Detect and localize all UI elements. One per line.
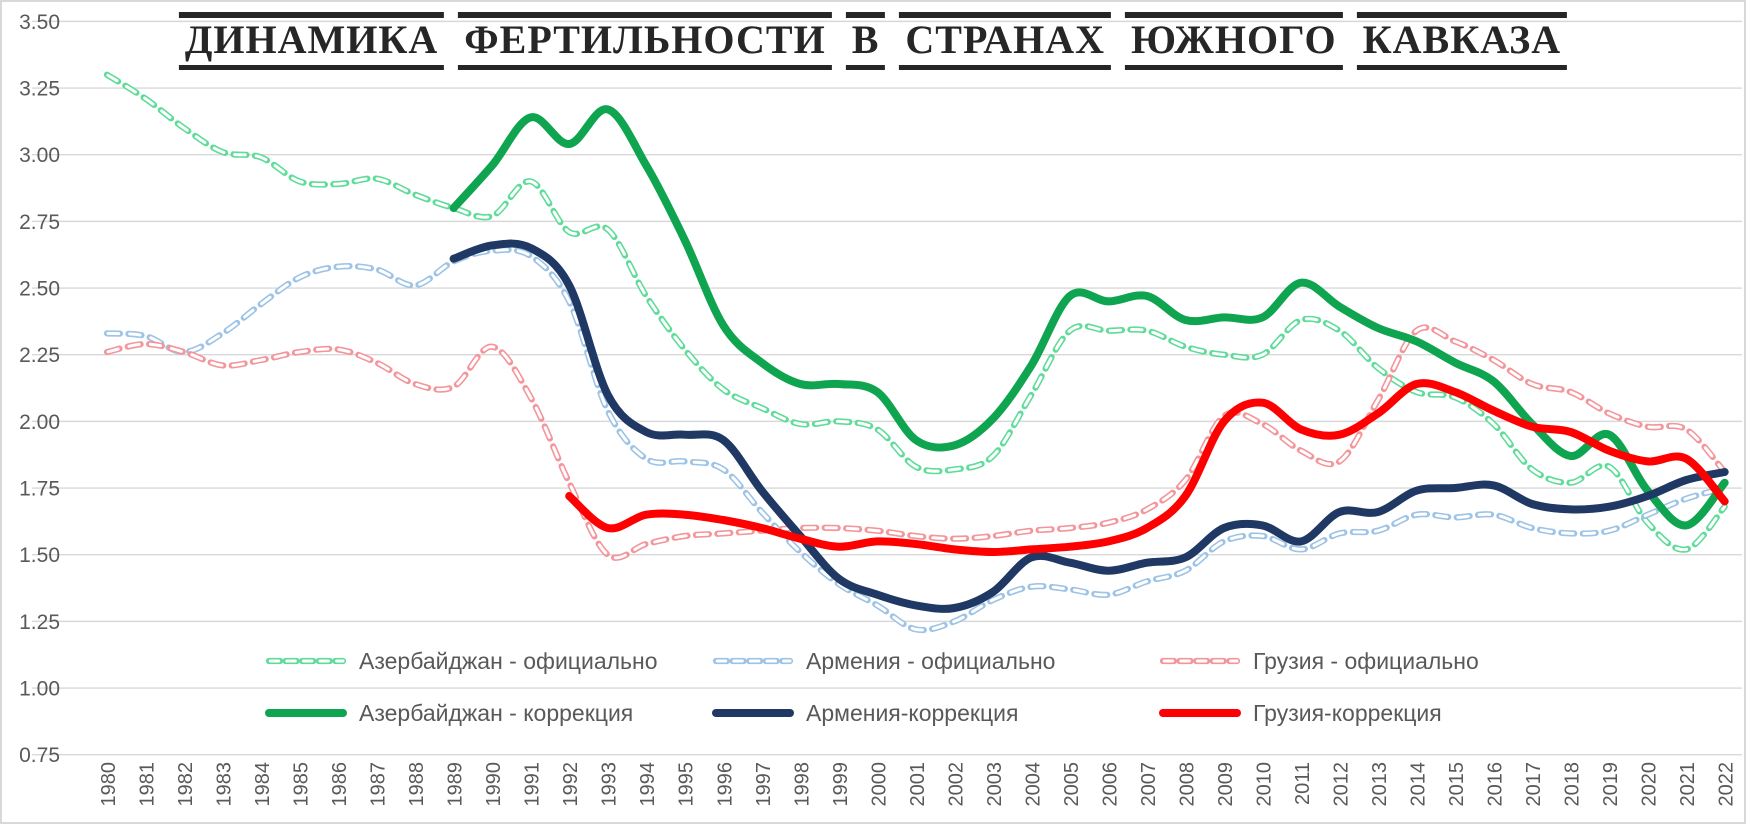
x-axis-tick-label: 2001: [907, 762, 929, 807]
legend-label: Азербайджан - официально: [359, 647, 658, 674]
series-line-core-azerbaijan-official: [105, 73, 1727, 552]
legend-item-georgia-official: Грузия - официально: [1159, 646, 1479, 676]
legend-swatch-azerbaijan-official: [265, 657, 347, 665]
legend-item-georgia-correction: Грузия-коррекция: [1159, 698, 1442, 728]
legend-swatch-armenia-correction: [712, 709, 794, 717]
legend-row-official: Азербайджан - официально Армения - официа…: [2, 646, 1744, 676]
legend-swatch-armenia-official: [712, 657, 794, 665]
x-axis-tick-label: 1982: [175, 762, 197, 807]
x-axis-tick-label: 1989: [445, 762, 467, 807]
x-axis-tick-label: 2012: [1331, 762, 1353, 807]
x-axis-tick-label: 1993: [599, 762, 621, 807]
x-axis-tick-label: 1998: [791, 762, 813, 807]
series-line-azerbaijan-correction: [449, 105, 1729, 530]
x-axis-tick-label: 1987: [368, 762, 390, 807]
x-axis-tick-label: 2010: [1253, 762, 1275, 807]
x-axis-tick-label: 1999: [830, 762, 852, 807]
chart-title-word: ДИНАМИКА: [178, 12, 445, 70]
legend-item-armenia-correction: Армения-коррекция: [712, 698, 1018, 728]
x-axis-tick-label: 1992: [560, 762, 582, 807]
legend-item-azerbaijan-correction: Азербайджан - коррекция: [265, 698, 633, 728]
x-axis-tick-label: 2009: [1215, 762, 1237, 807]
x-axis-tick-label: 2013: [1369, 762, 1391, 807]
x-axis-tick-label: 2019: [1600, 762, 1622, 807]
x-axis-tick-label: 2008: [1176, 762, 1198, 807]
y-axis-tick-label: 2.00: [19, 411, 60, 434]
legend-label: Армения - официально: [806, 647, 1056, 674]
y-axis-tick-label: 1.00: [19, 678, 60, 701]
x-axis-tick-label: 2020: [1639, 762, 1661, 807]
legend-label: Азербайджан - коррекция: [359, 699, 634, 726]
x-axis-tick-label: 2003: [984, 762, 1006, 807]
x-axis-tick-label: 2015: [1446, 762, 1468, 807]
chart-title: ДИНАМИКА ФЕРТИЛЬНОСТИ В СТРАНАХ ЮЖНОГО КАВКАЗ…: [178, 12, 1568, 70]
legend-item-azerbaijan-official: Азербайджан - официально: [265, 646, 658, 676]
series-line-core-armenia-official: [105, 248, 1727, 632]
chart-title-word: ЮЖНОГО: [1125, 12, 1343, 70]
x-axis-tick-label: 1994: [637, 762, 659, 807]
chart-title-word: ФЕРТИЛЬНОСТИ: [458, 12, 832, 70]
series-line-georgia-correction: [565, 379, 1729, 556]
x-axis-tick-label: 1996: [714, 762, 736, 807]
legend-swatch-azerbaijan-correction: [265, 709, 347, 717]
x-axis-tick-label: 1995: [676, 762, 698, 807]
series-line-armenia-correction: [449, 239, 1729, 613]
y-axis-tick-label: 3.25: [19, 78, 60, 101]
y-axis-tick-label: 2.75: [19, 211, 60, 234]
chart-title-word: СТРАНАХ: [899, 12, 1112, 70]
x-axis-tick-label: 2022: [1716, 762, 1738, 807]
x-axis-tick-label: 2005: [1061, 762, 1083, 807]
x-axis-tick-label: 2014: [1408, 762, 1430, 807]
legend-swatch-georgia-official: [1159, 657, 1241, 665]
x-axis-tick-label: 2016: [1485, 762, 1507, 807]
series-line-core-georgia-official: [105, 326, 1727, 560]
legend-swatch-georgia-correction: [1159, 709, 1241, 717]
x-axis-tick-label: 2006: [1099, 762, 1121, 807]
x-axis-tick-label: 1986: [329, 762, 351, 807]
x-axis-tick-label: 2011: [1292, 762, 1314, 805]
x-axis-tick-label: 2017: [1523, 762, 1545, 807]
chart-title-word: В: [845, 12, 886, 70]
y-axis-tick-label: 3.00: [19, 144, 60, 167]
x-axis-tick-label: 2021: [1677, 762, 1699, 807]
chart-title-word: КАВКАЗА: [1356, 12, 1568, 70]
series-line-azerbaijan-official: [103, 71, 1728, 553]
y-axis-tick-label: 3.50: [19, 11, 60, 34]
x-axis-tick-label: 1981: [137, 762, 159, 807]
x-axis-tick-label: 1991: [522, 762, 544, 807]
legend-label: Грузия-коррекция: [1253, 699, 1442, 726]
legend-label: Армения-коррекция: [806, 699, 1019, 726]
x-axis-tick-label: 1980: [98, 762, 120, 807]
x-axis-tick-label: 2000: [868, 762, 890, 807]
legend-item-armenia-official: Армения - официально: [712, 646, 1055, 676]
x-axis-tick-label: 2004: [1022, 762, 1044, 807]
x-axis-tick-label: 2018: [1562, 762, 1584, 807]
legend-label: Грузия - официально: [1253, 647, 1479, 674]
y-axis-tick-label: 2.50: [19, 278, 60, 301]
x-axis-tick-label: 1990: [483, 762, 505, 807]
y-axis-tick-label: 1.75: [19, 478, 60, 501]
y-axis-tick-label: 2.25: [19, 344, 60, 367]
x-axis-tick-label: 1983: [214, 762, 236, 807]
y-axis-tick-label: 1.50: [19, 544, 60, 567]
legend-row-correction: Азербайджан - коррекция Армения-коррекция…: [2, 698, 1744, 728]
x-axis-tick-label: 1984: [252, 762, 274, 807]
x-axis-tick-label: 1988: [406, 762, 428, 807]
y-axis-tick-label: 0.75: [19, 744, 60, 767]
x-axis-tick-label: 1997: [753, 762, 775, 807]
x-axis-tick-label: 2007: [1138, 762, 1160, 807]
y-axis-tick-label: 1.25: [19, 611, 60, 634]
x-axis-tick-label: 2002: [945, 762, 967, 807]
x-axis-tick-label: 1985: [291, 762, 313, 807]
